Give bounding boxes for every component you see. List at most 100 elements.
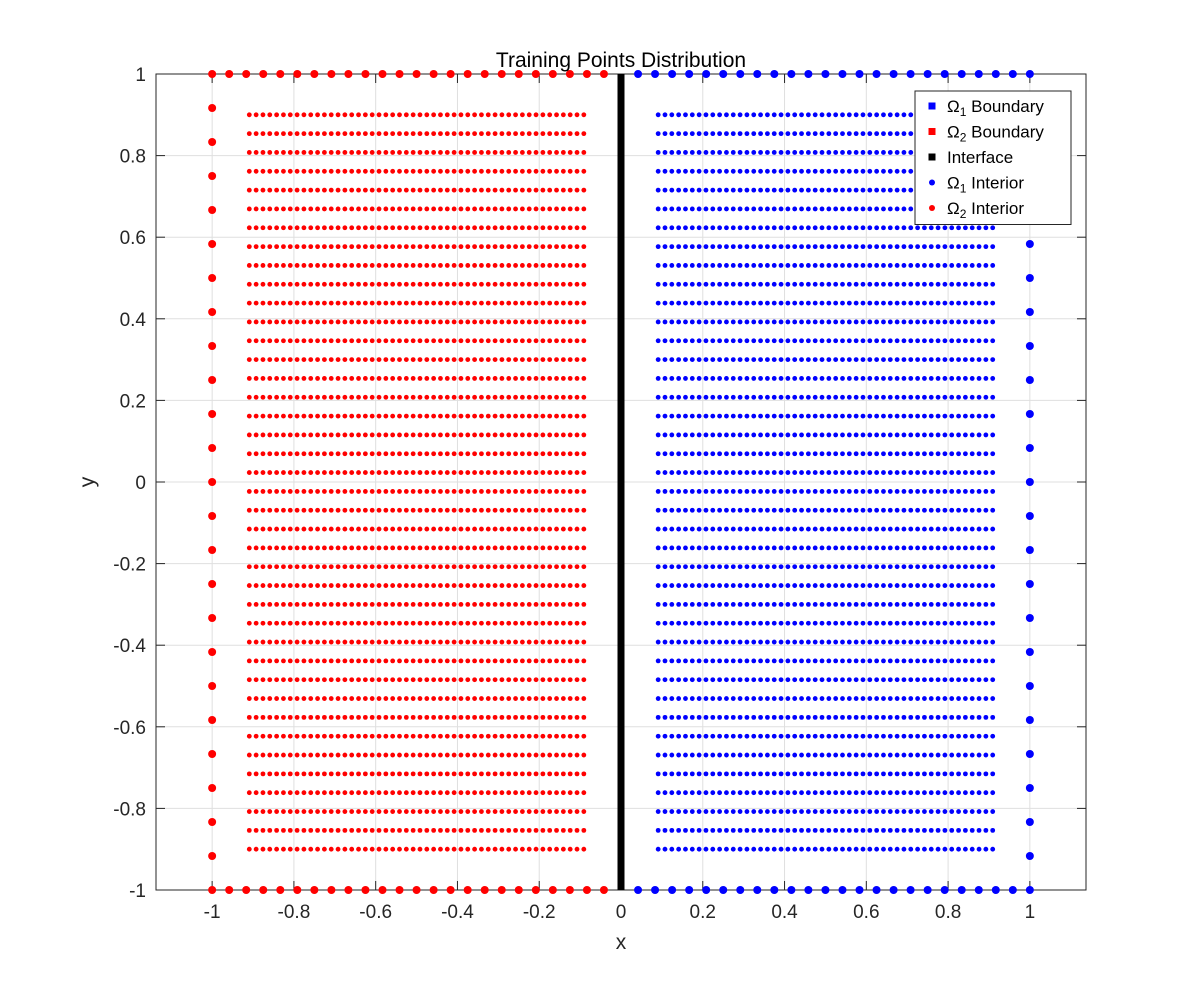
- omega2-interior-point: [328, 790, 334, 796]
- omega1-interior-point: [737, 639, 743, 645]
- omega2-interior-point: [342, 790, 348, 796]
- omega2-interior-point: [274, 131, 280, 137]
- omega2-interior-point: [533, 639, 539, 645]
- omega2-interior-point: [369, 790, 375, 796]
- omega2-interior-point: [513, 150, 518, 155]
- omega1-interior-point: [894, 376, 900, 381]
- omega2-interior-point: [322, 150, 327, 155]
- omega1-interior-point: [901, 263, 907, 268]
- omega1-interior-point: [887, 846, 893, 852]
- omega1-interior-point: [901, 714, 907, 720]
- omega1-interior-point: [881, 394, 886, 400]
- legend-marker: [929, 179, 935, 186]
- omega1-interior-point: [833, 112, 839, 118]
- omega2-interior-point: [328, 545, 334, 551]
- omega1-interior-point: [744, 470, 750, 475]
- omega2-interior-point: [267, 639, 273, 645]
- omega1-interior-point: [730, 827, 736, 833]
- omega2-interior-point: [287, 658, 293, 664]
- omega2-interior-point: [281, 150, 286, 155]
- omega1-interior-point: [853, 451, 859, 457]
- omega2-interior-point: [390, 263, 396, 268]
- omega1-interior-point: [792, 733, 798, 739]
- omega2-interior-point: [526, 168, 532, 174]
- omega1-interior-point: [669, 507, 675, 513]
- omega2-interior-point: [376, 413, 382, 419]
- omega1-interior-point: [655, 319, 661, 325]
- omega1-interior-point: [860, 602, 866, 607]
- omega1-interior-point: [771, 300, 777, 306]
- omega1-interior-point: [853, 771, 859, 777]
- omega2-interior-point: [383, 489, 389, 494]
- omega1-interior-point: [737, 168, 743, 174]
- omega1-interior-point: [744, 338, 750, 344]
- omega1-interior-point: [840, 413, 845, 419]
- omega2-interior-point: [485, 376, 491, 381]
- omega1-interior-point: [942, 470, 948, 475]
- omega1-boundary-point: [1025, 478, 1034, 486]
- omega2-interior-point: [397, 300, 402, 306]
- omega1-interior-point: [785, 470, 791, 475]
- omega1-interior-point: [669, 432, 675, 438]
- omega1-interior-point: [846, 432, 852, 438]
- omega2-interior-point: [301, 432, 307, 438]
- omega1-interior-point: [976, 489, 982, 494]
- omega1-interior-point: [887, 545, 893, 551]
- omega1-interior-point: [710, 752, 716, 758]
- omega1-interior-point: [990, 602, 996, 607]
- omega1-interior-point: [833, 225, 839, 231]
- omega2-interior-point: [246, 319, 252, 325]
- omega2-interior-point: [383, 432, 389, 438]
- omega1-interior-point: [990, 432, 996, 438]
- omega1-interior-point: [942, 639, 948, 645]
- omega2-interior-point: [362, 658, 368, 664]
- omega2-interior-point: [335, 545, 341, 551]
- omega1-interior-point: [758, 168, 763, 174]
- omega2-interior-point: [547, 206, 553, 212]
- omega1-interior-point: [976, 583, 982, 588]
- omega2-interior-point: [519, 658, 525, 664]
- omega1-interior-point: [662, 187, 668, 193]
- omega1-interior-point: [710, 714, 716, 720]
- omega2-interior-point: [424, 394, 430, 400]
- omega2-interior-point: [444, 545, 450, 551]
- omega1-interior-point: [976, 620, 982, 626]
- omega2-interior-point: [513, 131, 518, 137]
- omega2-interior-point: [301, 244, 307, 250]
- omega1-interior-point: [655, 394, 661, 400]
- omega2-interior-point: [328, 413, 334, 419]
- omega1-interior-point: [935, 263, 941, 268]
- omega2-interior-point: [438, 451, 443, 457]
- omega2-boundary-point: [208, 205, 217, 214]
- omega2-interior-point: [308, 733, 314, 739]
- omega2-interior-point: [540, 752, 546, 758]
- omega2-interior-point: [479, 225, 484, 231]
- omega1-interior-point: [962, 376, 968, 381]
- omega2-interior-point: [458, 752, 464, 758]
- omega2-interior-point: [444, 714, 450, 720]
- omega2-interior-point: [458, 451, 464, 457]
- omega2-interior-point: [424, 507, 430, 513]
- omega1-interior-point: [710, 846, 716, 852]
- omega2-interior-point: [328, 639, 334, 645]
- omega2-interior-point: [581, 827, 587, 833]
- omega1-interior-point: [689, 357, 695, 362]
- omega1-interior-point: [935, 639, 941, 645]
- omega2-interior-point: [362, 112, 368, 118]
- omega2-interior-point: [567, 790, 573, 796]
- omega2-interior-point: [328, 696, 334, 701]
- omega2-interior-point: [417, 790, 423, 796]
- omega1-interior-point: [737, 413, 743, 419]
- omega2-interior-point: [328, 225, 334, 231]
- omega1-boundary-point: [1025, 376, 1034, 384]
- omega2-interior-point: [485, 112, 491, 118]
- omega1-interior-point: [860, 187, 866, 193]
- omega1-interior-point: [730, 319, 736, 325]
- omega1-interior-point: [915, 583, 920, 588]
- omega1-interior-point: [928, 545, 934, 551]
- omega2-interior-point: [560, 394, 566, 400]
- omega1-interior-point: [949, 771, 955, 777]
- omega1-interior-point: [696, 602, 702, 607]
- omega2-interior-point: [246, 545, 252, 551]
- x-tick-label: -0.6: [359, 902, 392, 923]
